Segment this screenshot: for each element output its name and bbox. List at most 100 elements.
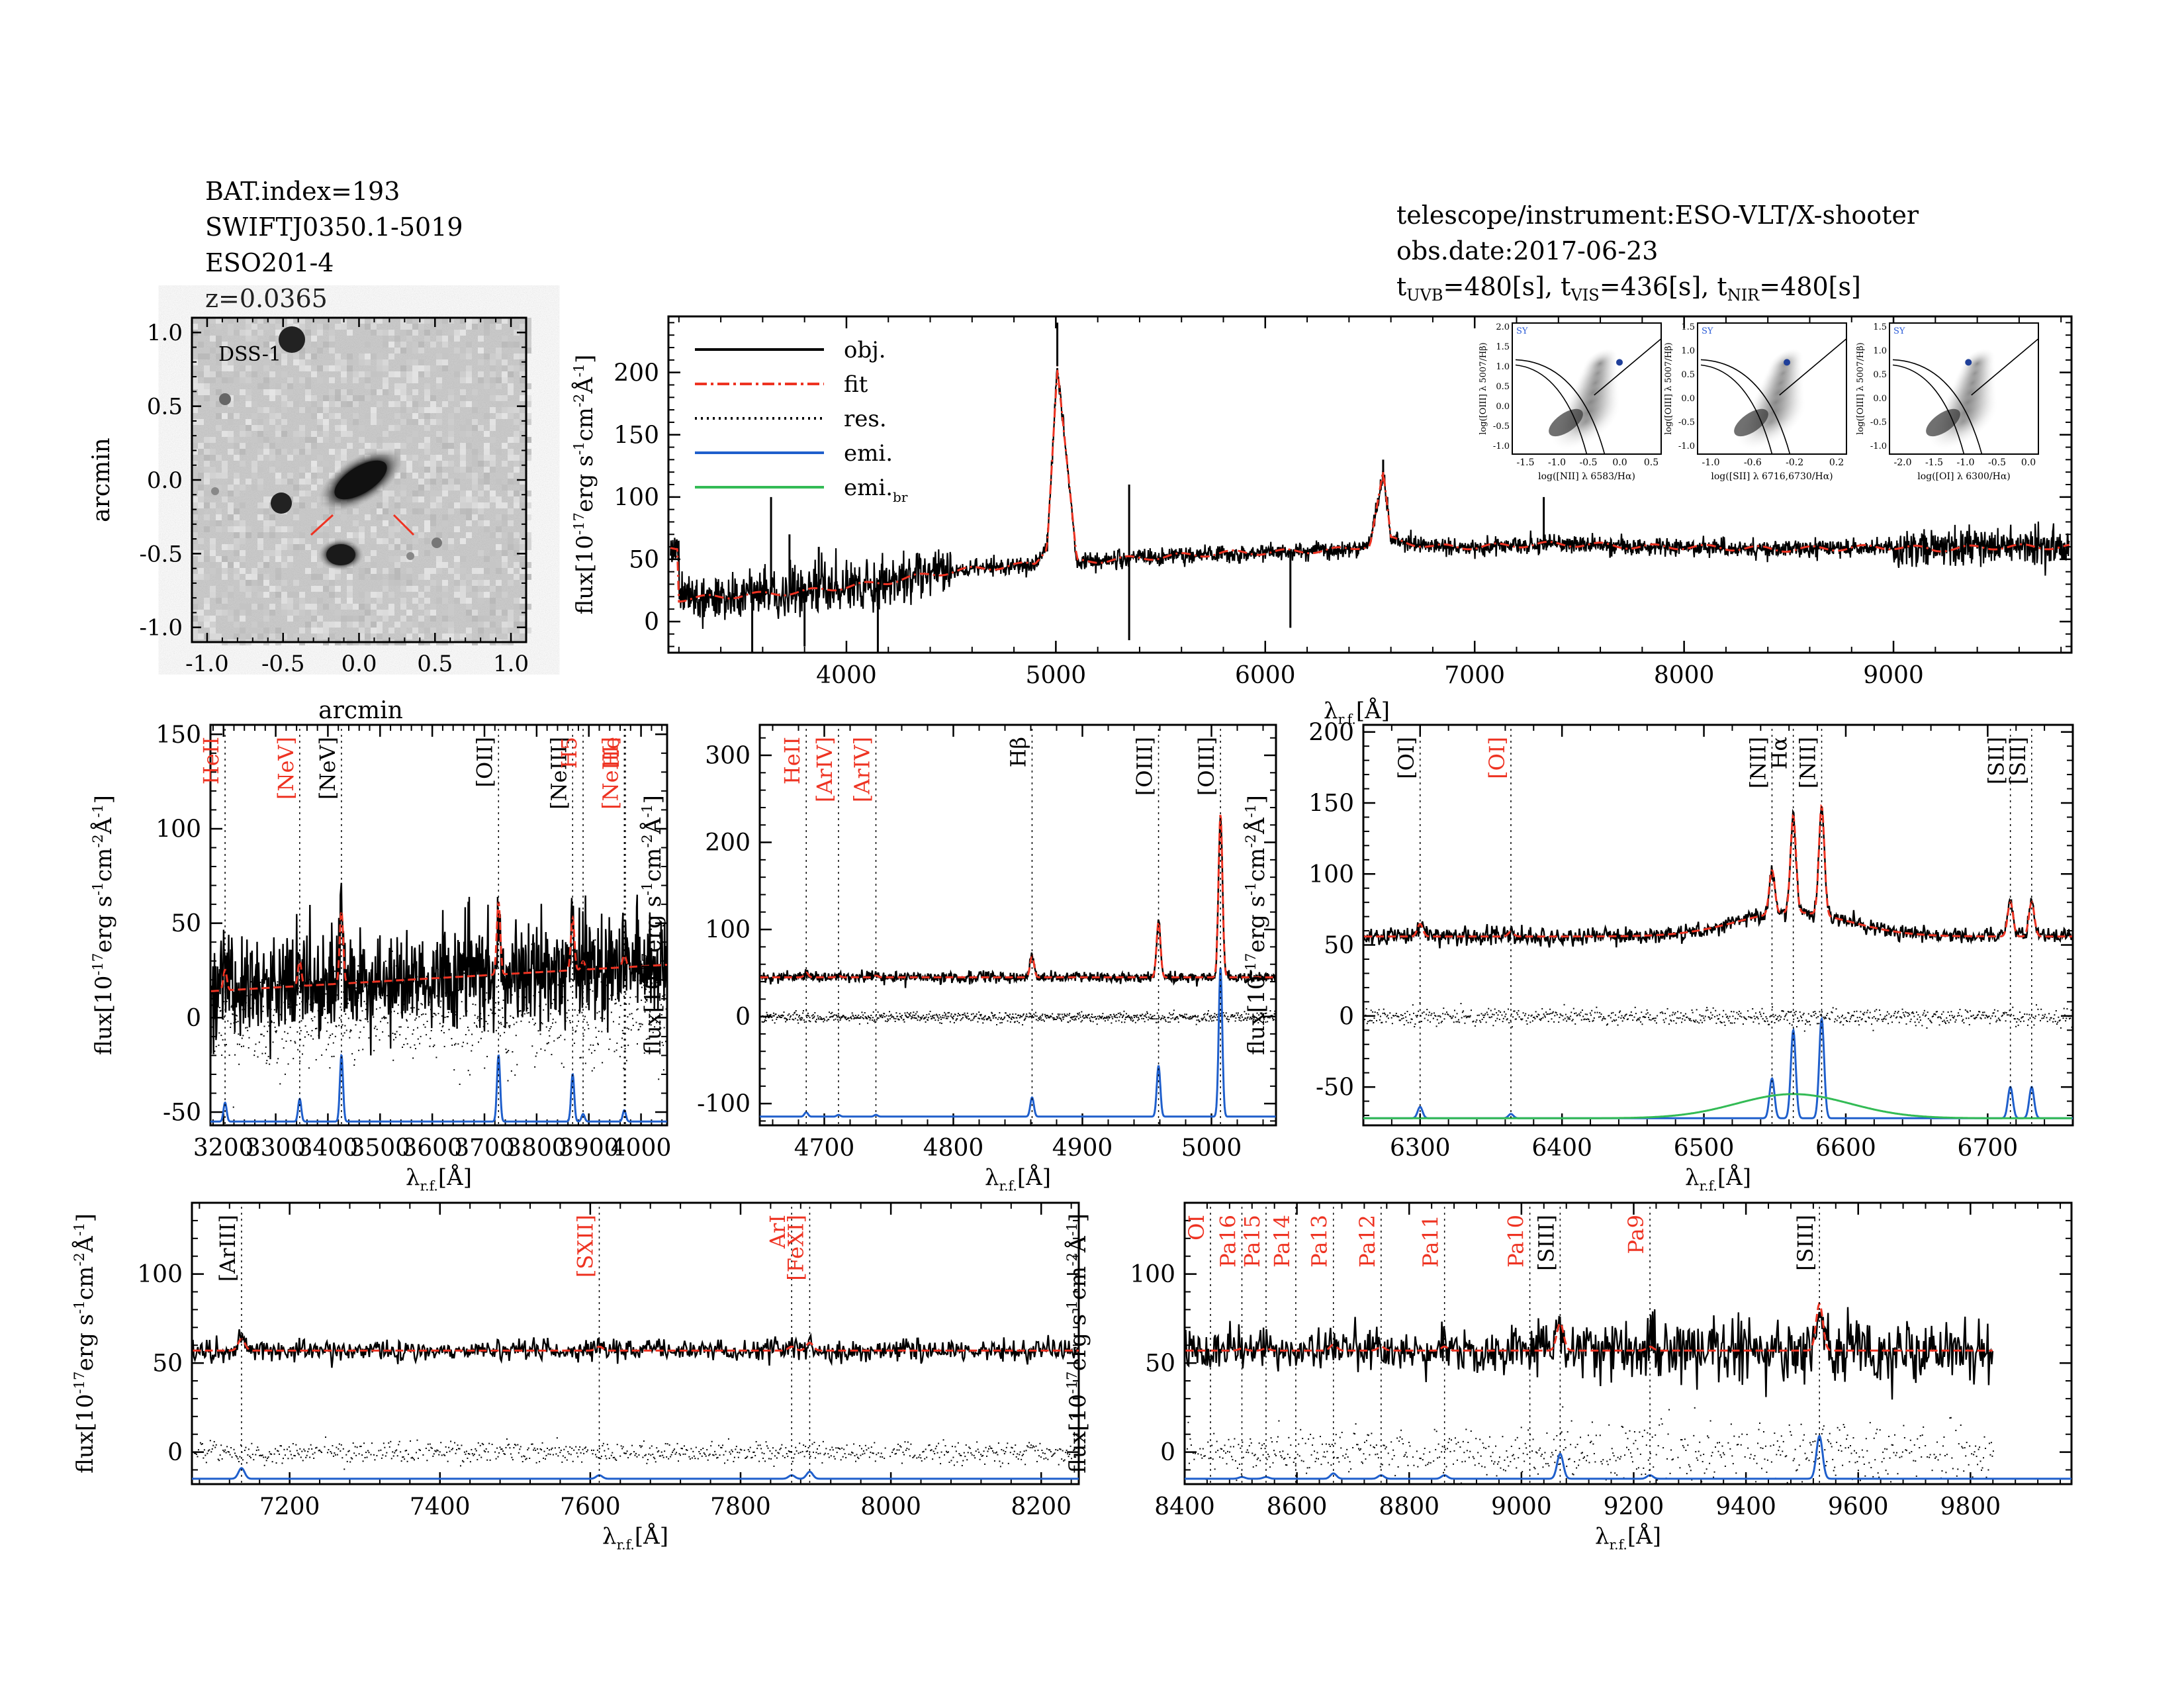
x-tick-label: 4700: [794, 1135, 855, 1162]
bpt-x-label: log([OI] λ 6300/Hα): [1917, 471, 2011, 482]
bpt-y-tick: 0.5: [1496, 382, 1510, 392]
x-tick-label: 7200: [259, 1493, 320, 1521]
bpt-frame: [1697, 322, 1847, 455]
star: [211, 487, 219, 495]
legend-label-emi: emi.: [844, 440, 893, 467]
x-tick-label: 9000: [1863, 662, 1924, 689]
bpt-y-label: log([OIII] λ 5007/Hβ): [1856, 342, 1866, 434]
plot-frame: [1362, 724, 2074, 1127]
redshift: z=0.0365: [205, 284, 328, 313]
line-label: Pa15: [1240, 1215, 1265, 1268]
x-tick-label: 3700: [454, 1135, 515, 1162]
bpt-y-tick: -1.0: [1678, 442, 1695, 451]
y-tick-label: 200: [705, 829, 751, 857]
emission-model: [1185, 1435, 2071, 1480]
y-tick-label: 0: [644, 609, 659, 636]
y-tick-label: 100: [1130, 1261, 1175, 1288]
bpt-y-tick: -1.0: [1493, 442, 1510, 451]
dss-label: DSS-1: [218, 343, 281, 366]
bpt-x-tick: 0.0: [1612, 457, 1627, 468]
line-label: Pa9: [1623, 1215, 1649, 1254]
x-axis-label: λr.f.[Å]: [1595, 1523, 1661, 1553]
x-tick-label: 7800: [710, 1493, 771, 1521]
plot-frame: [191, 1201, 1080, 1485]
slit-marker: [392, 514, 415, 536]
bpt-y-tick: 0.0: [1681, 394, 1695, 404]
zoom-panel-4: 7200 7400 7600 7800 8000 8200 0 50 100 [ArIII] [SX…: [71, 1201, 1080, 1553]
bpt-x-tick: -1.5: [1925, 457, 1943, 468]
x-tick-label: 3500: [349, 1135, 410, 1162]
x-tick-label: 4900: [1052, 1135, 1113, 1162]
y-tick-label: -1.0: [139, 615, 183, 641]
y-tick-label: 0: [186, 1005, 201, 1032]
y-tick-label: 50: [1324, 932, 1354, 959]
y-tick-label: 50: [1145, 1350, 1175, 1378]
line-label: [SIII]: [1533, 1215, 1559, 1271]
object-point: [1616, 359, 1623, 366]
object-point: [1965, 359, 1972, 366]
x-tick-label: -0.5: [261, 651, 305, 677]
star: [406, 552, 414, 560]
fit-line: [1364, 804, 2072, 938]
y-tick-label: 300: [705, 743, 751, 770]
y-tick-label: 100: [614, 484, 659, 511]
line-label: ArI: [765, 1215, 790, 1249]
y-tick-label: 200: [614, 359, 659, 387]
swift-name: SWIFTJ0350.1-5019: [205, 212, 463, 242]
bpt-y-tick: 1.0: [1681, 346, 1695, 356]
x-tick-label: 8000: [1654, 662, 1715, 689]
y-tick-label: -0.5: [139, 541, 183, 567]
bpt-frame: [1512, 322, 1662, 455]
obs-date: obs.date:2017-06-23: [1396, 236, 1659, 265]
y-tick-label: 50: [629, 546, 659, 573]
y-tick-label: 0.0: [147, 467, 183, 494]
line-label: [OIII]: [1132, 737, 1158, 796]
line-label: Pa16: [1216, 1215, 1241, 1268]
x-tick-label: 6600: [1815, 1135, 1876, 1162]
bpt-x-tick: 0.5: [1644, 457, 1659, 468]
bpt-x-tick: -0.5: [1988, 457, 2006, 468]
x-axis-label: λr.f.[Å]: [1324, 697, 1390, 727]
legend-label-emi_br: emi.br: [844, 475, 908, 505]
bpt-diagram: SY -1.0 -0.6 -0.2 0.2 -1.0 -0.5 0.0 0.5 1.0 1.5 log…: [1664, 322, 1847, 482]
bpt-x-tick: -1.0: [1957, 457, 1975, 468]
bpt-x-tick: -0.5: [1580, 457, 1598, 468]
y-axis-label: arcmin: [88, 438, 115, 522]
line-label: [SIII]: [1793, 1215, 1818, 1271]
sy-label: SY: [1702, 326, 1713, 336]
bpt-y-tick: 0.0: [1873, 394, 1887, 404]
emission-model: [192, 1467, 1079, 1480]
object-spectrum: [192, 1329, 1079, 1368]
bpt-diagram: SY -1.5 -1.0 -0.5 0.0 0.5 -1.0 -0.5 0.0 0.5 1.0 1.5…: [1479, 322, 1662, 482]
bpt-y-label: log([OIII] λ 5007/Hβ): [1664, 342, 1674, 434]
emission-model: [1363, 1015, 2073, 1119]
star: [271, 492, 292, 514]
x-tick-label: -1.0: [185, 651, 229, 677]
y-axis-label: flux[10-17 erg s-1 cm-2 Å-1 ]: [1064, 1213, 1091, 1474]
bpt-x-tick: 0.0: [2021, 457, 2036, 468]
line-label: [OI]: [1484, 737, 1510, 779]
bpt-y-tick: 1.0: [1873, 346, 1887, 356]
y-tick-label: 0: [1339, 1003, 1354, 1030]
observation-info: telescope/instrument:ESO-VLT/X-shooter o…: [1396, 197, 1919, 313]
x-tick-label: 8000: [860, 1493, 921, 1521]
star: [432, 538, 442, 548]
line-label: [ArIV]: [812, 737, 837, 802]
plot-frame: [1183, 1201, 2073, 1485]
y-tick-label: 1.0: [147, 320, 183, 346]
x-tick-label: 8400: [1154, 1493, 1215, 1521]
bpt-x-label: log([NII] λ 6583/Hα): [1538, 471, 1635, 482]
line-label: [NeIII]: [598, 737, 623, 810]
star: [279, 326, 305, 353]
sy-label: SY: [1893, 326, 1905, 336]
x-axis-label: λr.f.[Å]: [1685, 1164, 1751, 1194]
x-tick-label: 9400: [1715, 1493, 1776, 1521]
x-tick-label: 1.0: [493, 651, 529, 677]
line-label: Pa13: [1307, 1215, 1332, 1268]
plot-frame: [758, 724, 1277, 1127]
y-tick-label: 100: [137, 1261, 183, 1288]
x-tick-label: 3900: [559, 1135, 619, 1162]
fit-line: [670, 369, 2070, 603]
line-label: Pa12: [1355, 1215, 1380, 1268]
